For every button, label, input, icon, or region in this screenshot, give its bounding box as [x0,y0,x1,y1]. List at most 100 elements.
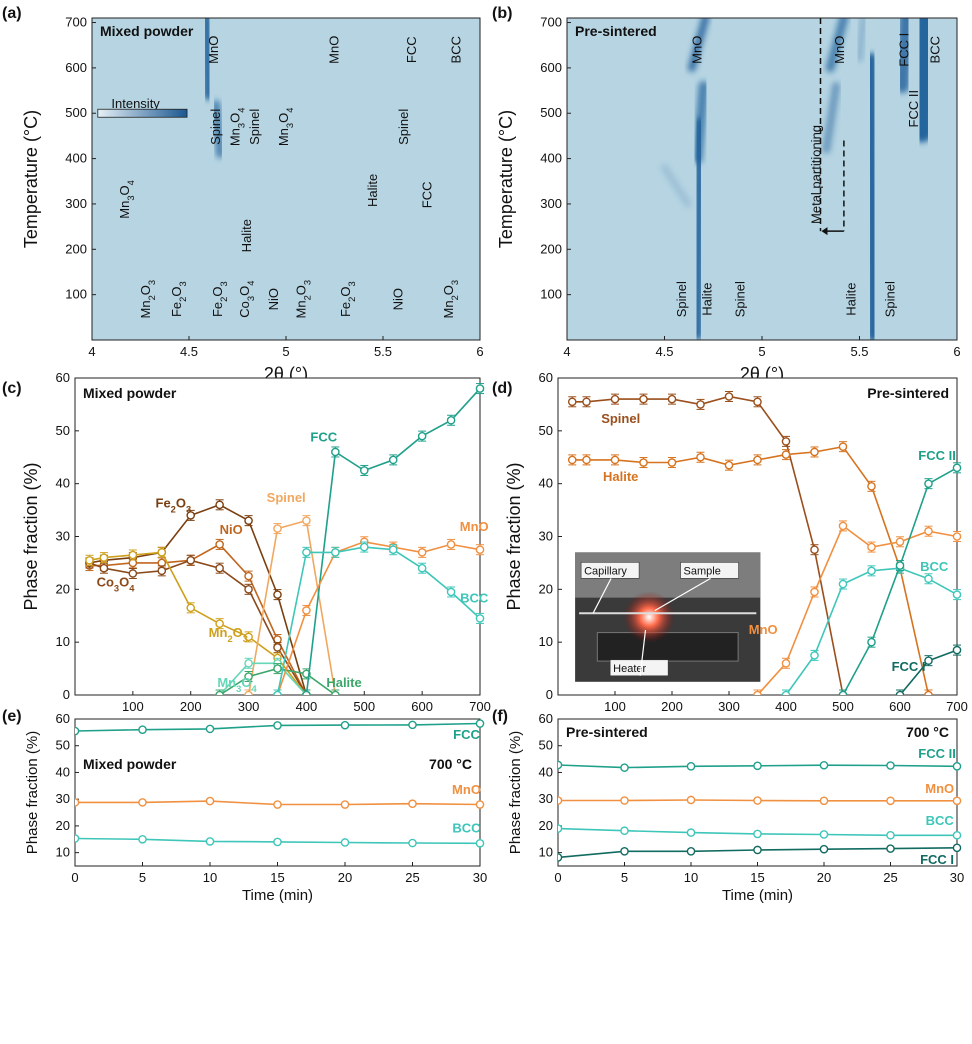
inset-label: Pre-sintered [566,724,648,740]
y-tick-label: 0 [546,687,553,702]
series-label: MnO [925,781,954,796]
data-point [952,532,962,541]
data-point [128,550,138,560]
panel-a: (a) Mixed powder Intensity MnO MnO FCC BCC Spin… [2,5,484,384]
data-point [620,796,629,805]
data-point [886,830,895,840]
data-point [359,466,369,475]
data-point [895,561,905,570]
phase-annotation: Halite [699,283,714,316]
series-line-mn3o4 [219,662,307,695]
phase-annotation: Mn2O3 [293,280,312,319]
data-point [331,447,340,457]
data-point [186,511,196,520]
data-point [205,837,215,846]
panel-letter: (c) [2,380,22,397]
series-group [567,390,962,695]
series-line-mno [756,524,958,695]
inset-label: Pre-sintered [575,23,657,39]
data-point [205,724,215,734]
x-tick-label: 25 [883,870,897,885]
y-tick-label: 10 [539,845,553,860]
data-point [810,447,819,457]
phase-annotation: BCC [927,36,942,63]
y-tick-label: 300 [65,196,87,211]
series-label: Co3O4 [97,575,136,594]
data-point [753,397,762,407]
data-point [952,796,962,806]
series-label: BCC [452,821,481,836]
y-axis-label: Temperature (°C) [496,110,516,248]
y-tick-label: 30 [539,791,553,806]
data-point [753,455,762,465]
data-point [273,837,282,847]
y-tick-label: 60 [539,370,553,385]
data-point [924,526,933,536]
photo-label-pointer [592,578,612,614]
series-label: Halite [603,469,638,484]
y-tick-label: 60 [56,711,70,726]
data-point [446,540,456,549]
data-point [244,632,253,642]
series-line-mno [276,540,481,695]
data-point [610,394,620,404]
y-tick-label: 20 [56,581,70,596]
heatmap-area [91,17,481,341]
data-point [138,798,147,807]
panel-d: (d)1002003004005006007000102030405060Tem… [492,370,968,739]
data-point [582,455,591,465]
data-point [446,415,456,425]
data-point [567,455,577,465]
data-point [781,690,791,695]
data-point [610,455,620,465]
data-point [696,400,705,409]
phase-annotation: Mn2O3 [138,280,157,319]
data-point [340,800,350,809]
series-label: MnO [749,622,778,637]
temperature-label: 700 °C [906,724,949,740]
inset-label: Mixed powder [100,23,194,39]
data-point [781,659,791,668]
diffraction-band [825,18,849,73]
data-point [388,545,398,555]
x-tick-label: 0 [71,870,78,885]
data-point [215,540,224,549]
heatmap-area [566,17,958,341]
x-tick-label: 6 [476,344,483,359]
y-tick-label: 60 [56,370,70,385]
series-label: MnO [452,782,481,797]
phase-annotation: Mn2O3 [441,280,460,319]
data-point [85,555,94,565]
series-label: Spinel [601,411,640,426]
data-point [924,574,933,584]
y-axis-label: Phase fraction (%) [24,731,41,854]
data-point [686,847,696,856]
phase-annotation: MnO [206,36,221,64]
x-tick-label: 5 [139,870,146,885]
x-tick-label: 4.5 [655,344,673,359]
data-point [99,553,109,562]
data-point [895,537,905,547]
series-label: FCC I [892,659,926,674]
data-point [302,516,311,525]
data-point [244,659,253,668]
y-tick-label: 50 [539,423,553,438]
data-point [724,392,734,401]
data-point [639,394,648,404]
x-tick-label: 100 [122,699,144,714]
data-point [446,587,456,597]
diffraction-band [856,18,867,62]
y-tick-label: 0 [63,687,70,702]
data-point [273,643,282,652]
phase-annotation: Mn3O4 [117,180,136,219]
data-point [753,829,762,839]
photo-label-box [609,659,669,677]
data-point [924,656,933,665]
phase-annotation: Fe2O3 [338,281,357,317]
x-axis-label: Time (min) [722,887,793,904]
y-tick-label: 500 [540,105,562,120]
y-axis-label: Temperature (°C) [21,110,41,248]
series-group [558,760,962,862]
data-point [620,847,629,856]
